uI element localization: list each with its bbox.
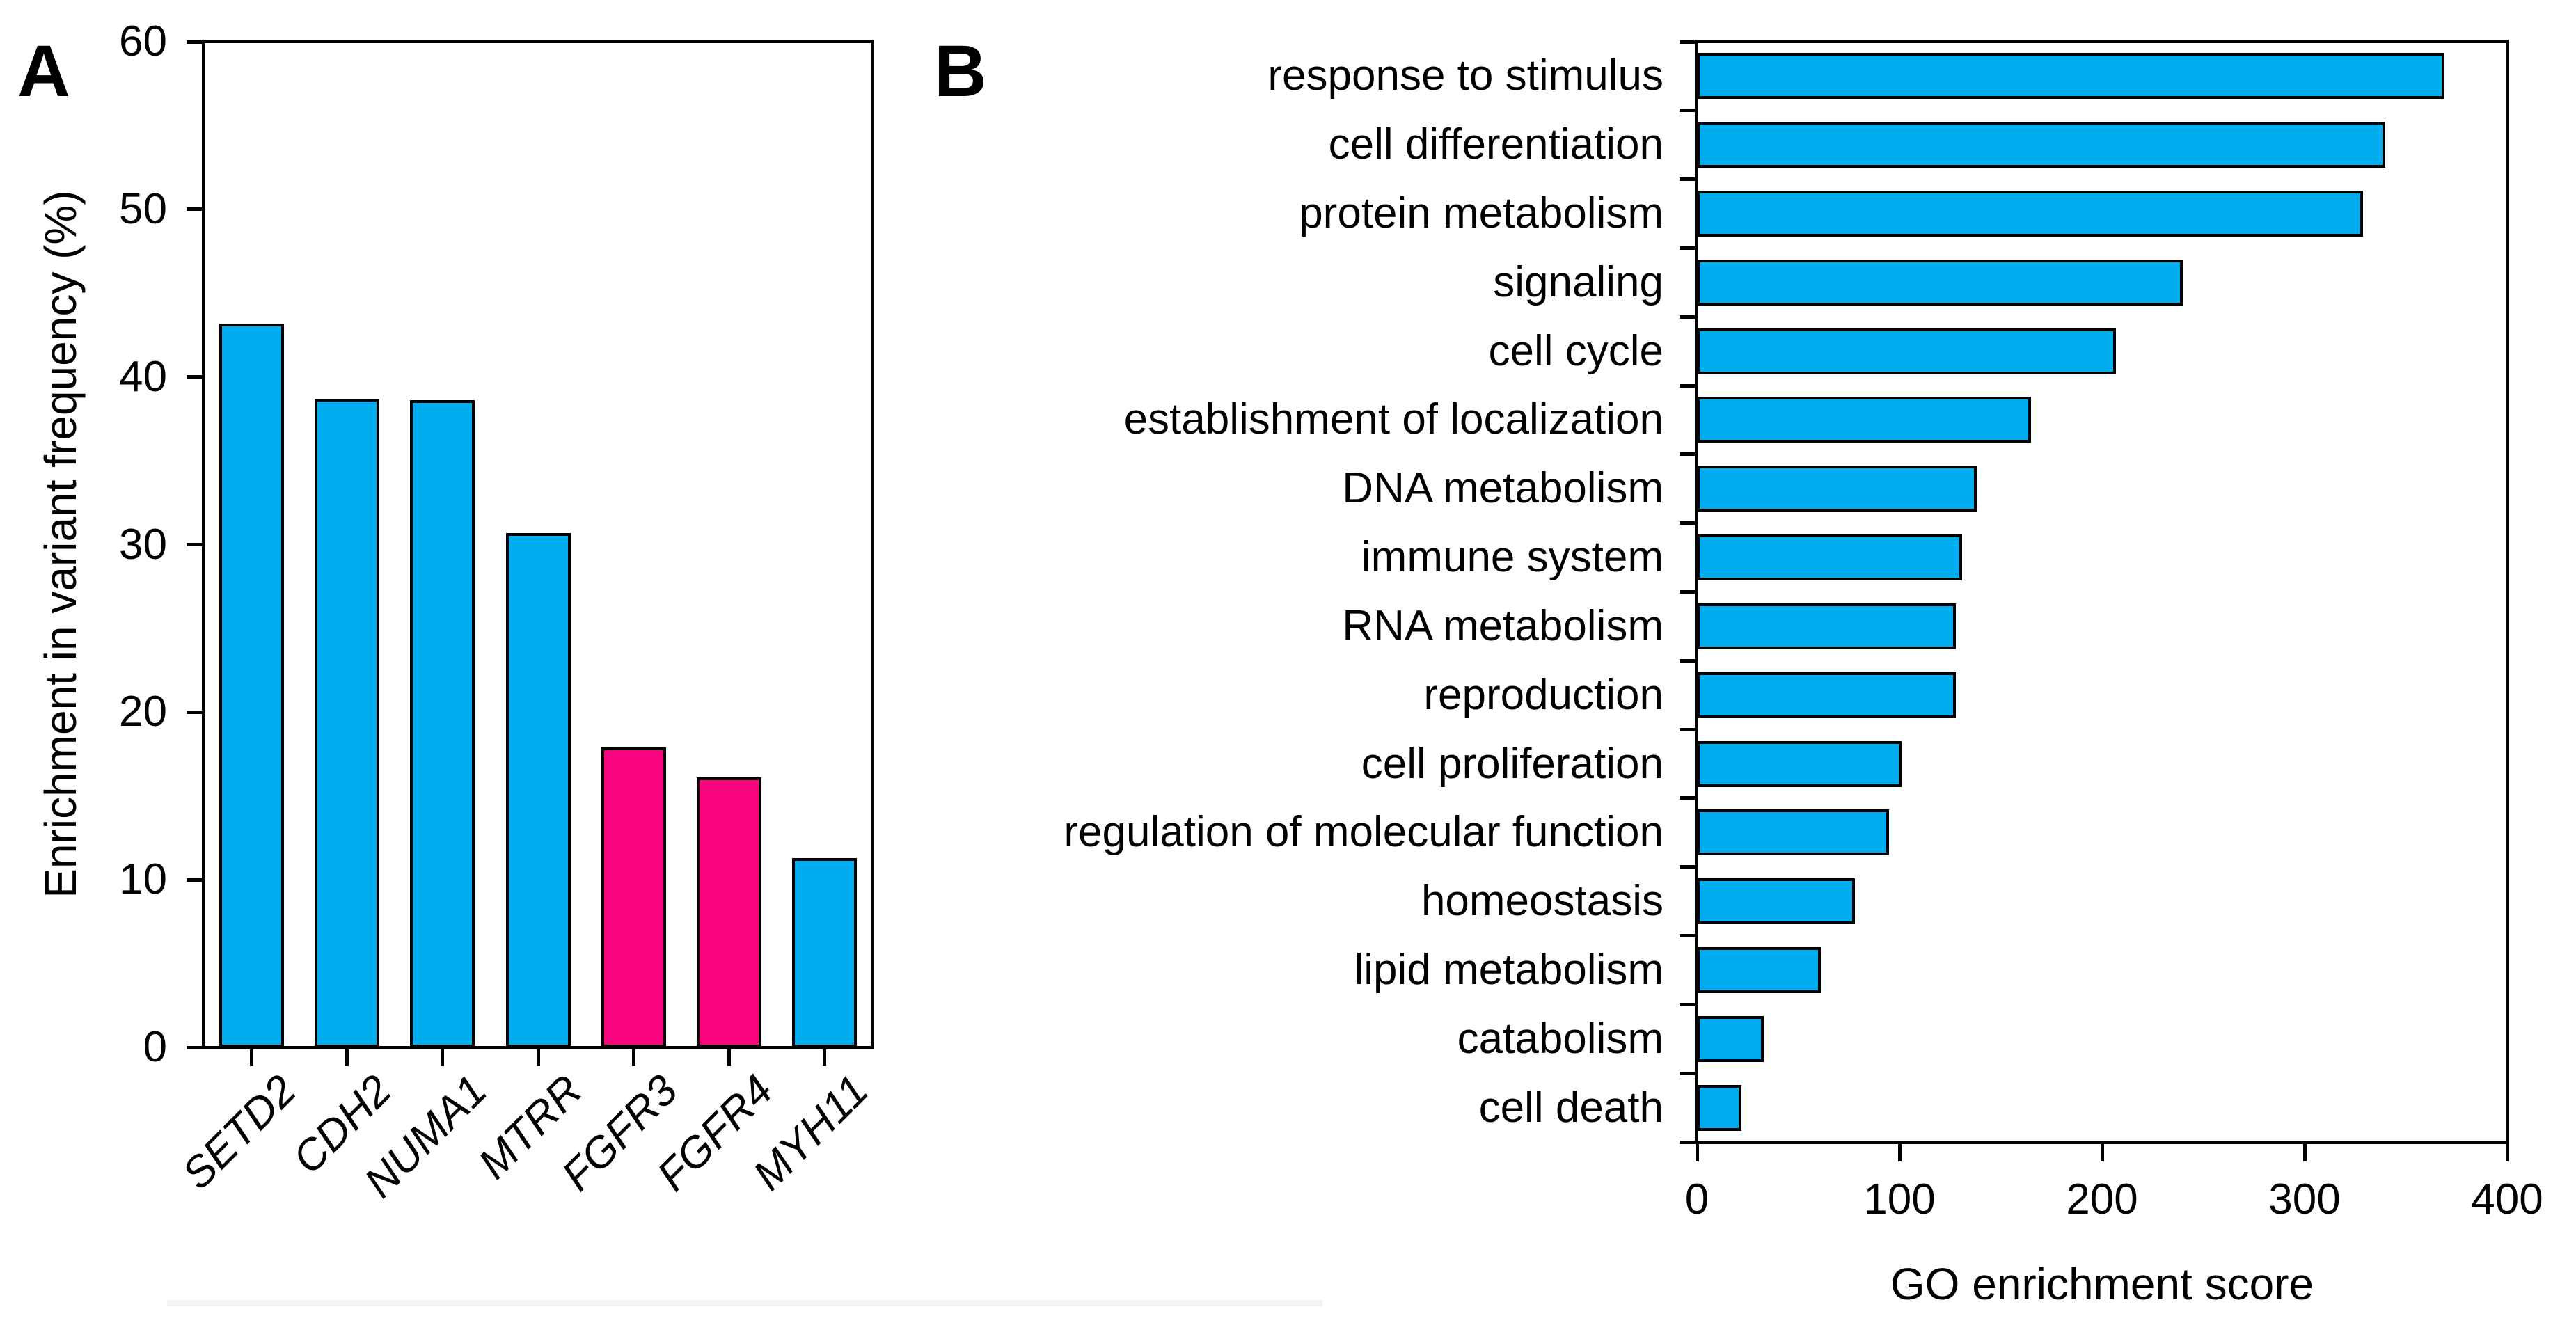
- panel-a-x-tick: [441, 1049, 445, 1066]
- panel-b-letter: B: [934, 31, 987, 112]
- panel-a-y-tick: [187, 710, 204, 714]
- panel-b-category-label: DNA metabolism: [1342, 464, 1664, 513]
- panel-b-y-tick: [1680, 1071, 1697, 1075]
- panel-b-x-tick-label: 200: [2066, 1175, 2138, 1223]
- bar-CDH2: [315, 398, 380, 1047]
- bar-protein-metabolism: [1697, 191, 2364, 237]
- bar-DNA-metabolism: [1697, 466, 1977, 512]
- panel-b-y-tick: [1680, 177, 1697, 182]
- panel-b-category-label: lipid metabolism: [1354, 945, 1664, 994]
- panel-b-category-label: cell proliferation: [1361, 739, 1664, 788]
- panel-b-x-tick-label: 400: [2471, 1175, 2543, 1223]
- bar-lipid-metabolism: [1697, 946, 1821, 993]
- panel-b-category-label: reproduction: [1423, 670, 1664, 719]
- panel-b-category-label: signaling: [1493, 257, 1664, 306]
- panel-b-x-tick-label: 0: [1684, 1175, 1709, 1223]
- bar-immune-system: [1697, 534, 1963, 581]
- scan-artifact-strip: [167, 1300, 1322, 1306]
- bar-FGFR3: [601, 747, 666, 1047]
- panel-b-x-tick-label: 100: [1863, 1175, 1936, 1223]
- panel-b-y-tick: [1680, 727, 1697, 731]
- panel-b-category-label: catabolism: [1457, 1014, 1664, 1063]
- panel-b-category-label: protein metabolism: [1299, 189, 1664, 238]
- panel-a-x-tick: [727, 1049, 731, 1066]
- panel-a-y-tick-label: 40: [119, 352, 167, 401]
- bar-cell-proliferation: [1697, 740, 1902, 787]
- panel-b-y-tick: [1680, 658, 1697, 663]
- panel-b-y-tick: [1680, 590, 1697, 594]
- bar-RNA-metabolism: [1697, 603, 1957, 649]
- panel-b-y-tick: [1680, 40, 1697, 44]
- panel-a-x-tick: [822, 1049, 826, 1066]
- panel-a-x-tick: [631, 1049, 635, 1066]
- panel-b-y-tick: [1680, 109, 1697, 113]
- panel-a-y-tick-label: 10: [119, 855, 167, 904]
- bar-response-to-stimulus: [1697, 53, 2444, 100]
- panel-b-y-tick: [1680, 796, 1697, 800]
- panel-b-category-label: cell differentiation: [1328, 120, 1664, 169]
- panel-b-category-label: establishment of localization: [1123, 395, 1664, 444]
- panel-a-y-tick-label: 60: [119, 17, 167, 65]
- bar-establishment-of-localization: [1697, 397, 2032, 443]
- panel-b-x-tick: [2505, 1143, 2509, 1161]
- bar-NUMA1: [410, 400, 475, 1047]
- panel-b-y-tick: [1680, 383, 1697, 388]
- bar-reproduction: [1697, 672, 1957, 718]
- panel-b-y-tick: [1680, 452, 1697, 457]
- bar-signaling: [1697, 259, 2183, 306]
- panel-a-y-tick-label: 20: [119, 688, 167, 736]
- panel-b-y-tick: [1680, 521, 1697, 525]
- panel-a-y-tick: [187, 207, 204, 212]
- panel-a-y-tick-label: 30: [119, 520, 167, 569]
- bar-homeostasis: [1697, 878, 1855, 925]
- panel-a-x-tick: [536, 1049, 540, 1066]
- panel-b-x-tick: [1897, 1143, 1902, 1161]
- panel-a-x-tick: [345, 1049, 349, 1066]
- panel-b-y-tick: [1680, 1140, 1697, 1144]
- panel-b-category-label: cell cycle: [1488, 326, 1664, 375]
- bar-cell-death: [1697, 1084, 1742, 1131]
- panel-b-category-label: immune system: [1361, 533, 1664, 582]
- bar-cell-cycle: [1697, 328, 2117, 374]
- panel-b-y-tick: [1680, 246, 1697, 250]
- panel-b-x-tick: [2302, 1143, 2307, 1161]
- bar-SETD2: [219, 323, 285, 1047]
- panel-b-y-tick: [1680, 934, 1697, 938]
- panel-b-category-label: regulation of molecular function: [1064, 808, 1664, 857]
- bar-cell-differentiation: [1697, 122, 2386, 168]
- panel-a-y-tick: [187, 878, 204, 882]
- panel-b-y-tick: [1680, 315, 1697, 319]
- panel-b-category-label: homeostasis: [1421, 877, 1664, 926]
- panel-a-letter: A: [17, 31, 70, 112]
- panel-a-y-tick: [187, 543, 204, 546]
- panel-a-y-tick: [187, 375, 204, 379]
- panel-a-y-tick: [187, 40, 204, 44]
- panel-a-y-tick: [187, 1045, 204, 1049]
- panel-a-x-tick: [250, 1049, 254, 1066]
- panel-a-y-tick-label: 0: [143, 1023, 167, 1071]
- bar-catabolism: [1697, 1015, 1764, 1062]
- panel-b-x-tick-label: 300: [2268, 1175, 2341, 1223]
- panel-b-x-tick: [1695, 1143, 1699, 1161]
- panel-b-y-tick: [1680, 865, 1697, 869]
- bar-regulation-of-molecular-function: [1697, 809, 1890, 856]
- bar-MYH11: [791, 857, 857, 1047]
- bar-MTRR: [505, 532, 571, 1047]
- panel-b-x-tick: [2100, 1143, 2104, 1161]
- bar-FGFR4: [696, 777, 761, 1047]
- panel-b-x-axis-title: GO enrichment score: [1890, 1259, 2314, 1309]
- panel-b-category-label: response to stimulus: [1267, 51, 1664, 100]
- panel-b-y-tick: [1680, 1002, 1697, 1006]
- panel-a-y-tick-label: 50: [119, 184, 167, 233]
- panel-b-category-label: cell death: [1478, 1083, 1664, 1132]
- panel-b-category-label: RNA metabolism: [1342, 601, 1664, 650]
